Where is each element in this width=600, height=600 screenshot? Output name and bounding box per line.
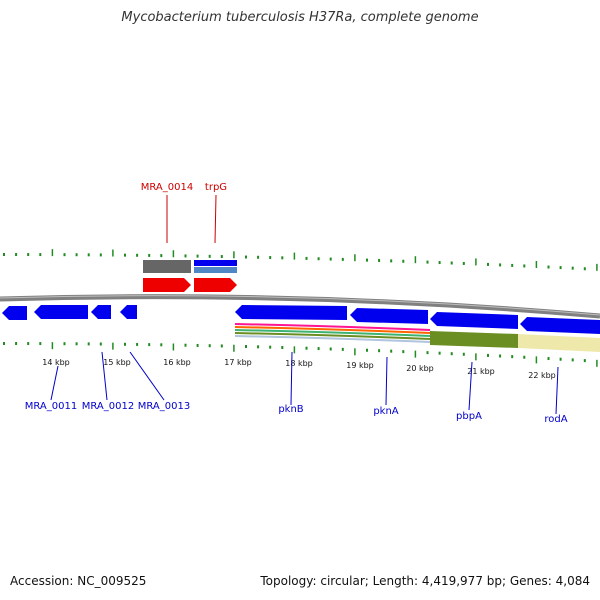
gene-arrow-blue[interactable] [520,317,600,334]
gene-block-lightblue[interactable] [194,267,237,273]
outer-tick-marks [3,249,598,271]
gene-label-pkna[interactable]: pknA [373,406,398,417]
kbp-label: 22 kbp [528,371,556,380]
gene-label-pbpa[interactable]: pbpA [456,411,482,422]
gene-label-trpg[interactable]: trpG [205,182,227,193]
gene-label-pknb[interactable]: pknB [278,404,303,415]
genome-summary-text: Topology: circular; Length: 4,419,977 bp… [260,574,590,588]
kbp-label: 14 kbp [42,358,70,367]
kbp-label: 19 kbp [346,361,374,370]
gene-arrow-blue[interactable] [350,308,428,324]
feature-block-tan[interactable] [518,334,600,352]
kbp-label: 15 kbp [103,358,131,367]
gene-arrow-blue[interactable] [91,305,111,319]
gene-label-mra-0012[interactable]: MRA_0012 [82,401,134,412]
genome-backbone-highlight [0,295,600,316]
gene-arrow-blue[interactable] [120,305,137,319]
kbp-label: 21 kbp [467,367,495,376]
gene-arrow-red[interactable] [194,278,237,292]
gene-arrow-blue[interactable] [34,305,88,319]
reverse-gene-labels: MRA_0011 MRA_0012 MRA_0013 pknB pknA pbp… [25,351,568,425]
gene-block-gray[interactable] [143,260,191,273]
genome-backbone [0,294,600,319]
kbp-label: 18 kbp [285,359,313,368]
gene-label-mra-0011[interactable]: MRA_0011 [25,401,77,412]
gene-block-blue[interactable] [194,260,237,266]
reverse-strand-track [2,305,600,334]
gene-label-roda[interactable]: rodA [544,414,567,425]
gene-arrow-blue[interactable] [2,306,27,320]
gene-label-mra-0014[interactable]: MRA_0014 [141,182,193,193]
inner-tick-marks [3,342,598,367]
feature-bands [234,323,600,352]
forward-gene-labels: MRA_0014 trpG [141,182,227,244]
scale-labels: 14 kbp 15 kbp 16 kbp 17 kbp 18 kbp 19 kb… [42,358,556,380]
feature-block-olive[interactable] [430,331,518,348]
kbp-label: 20 kbp [406,364,434,373]
forward-strand-track [143,260,237,292]
map-title: Mycobacterium tuberculosis H37Ra, comple… [121,10,479,25]
gene-arrow-blue[interactable] [430,312,518,329]
accession-text: Accession: NC_009525 [10,574,147,588]
kbp-label: 17 kbp [224,358,252,367]
gene-label-mra-0013[interactable]: MRA_0013 [138,401,190,412]
gene-arrow-blue[interactable] [235,305,347,320]
kbp-label: 16 kbp [163,358,191,367]
gene-arrow-red[interactable] [143,278,191,292]
